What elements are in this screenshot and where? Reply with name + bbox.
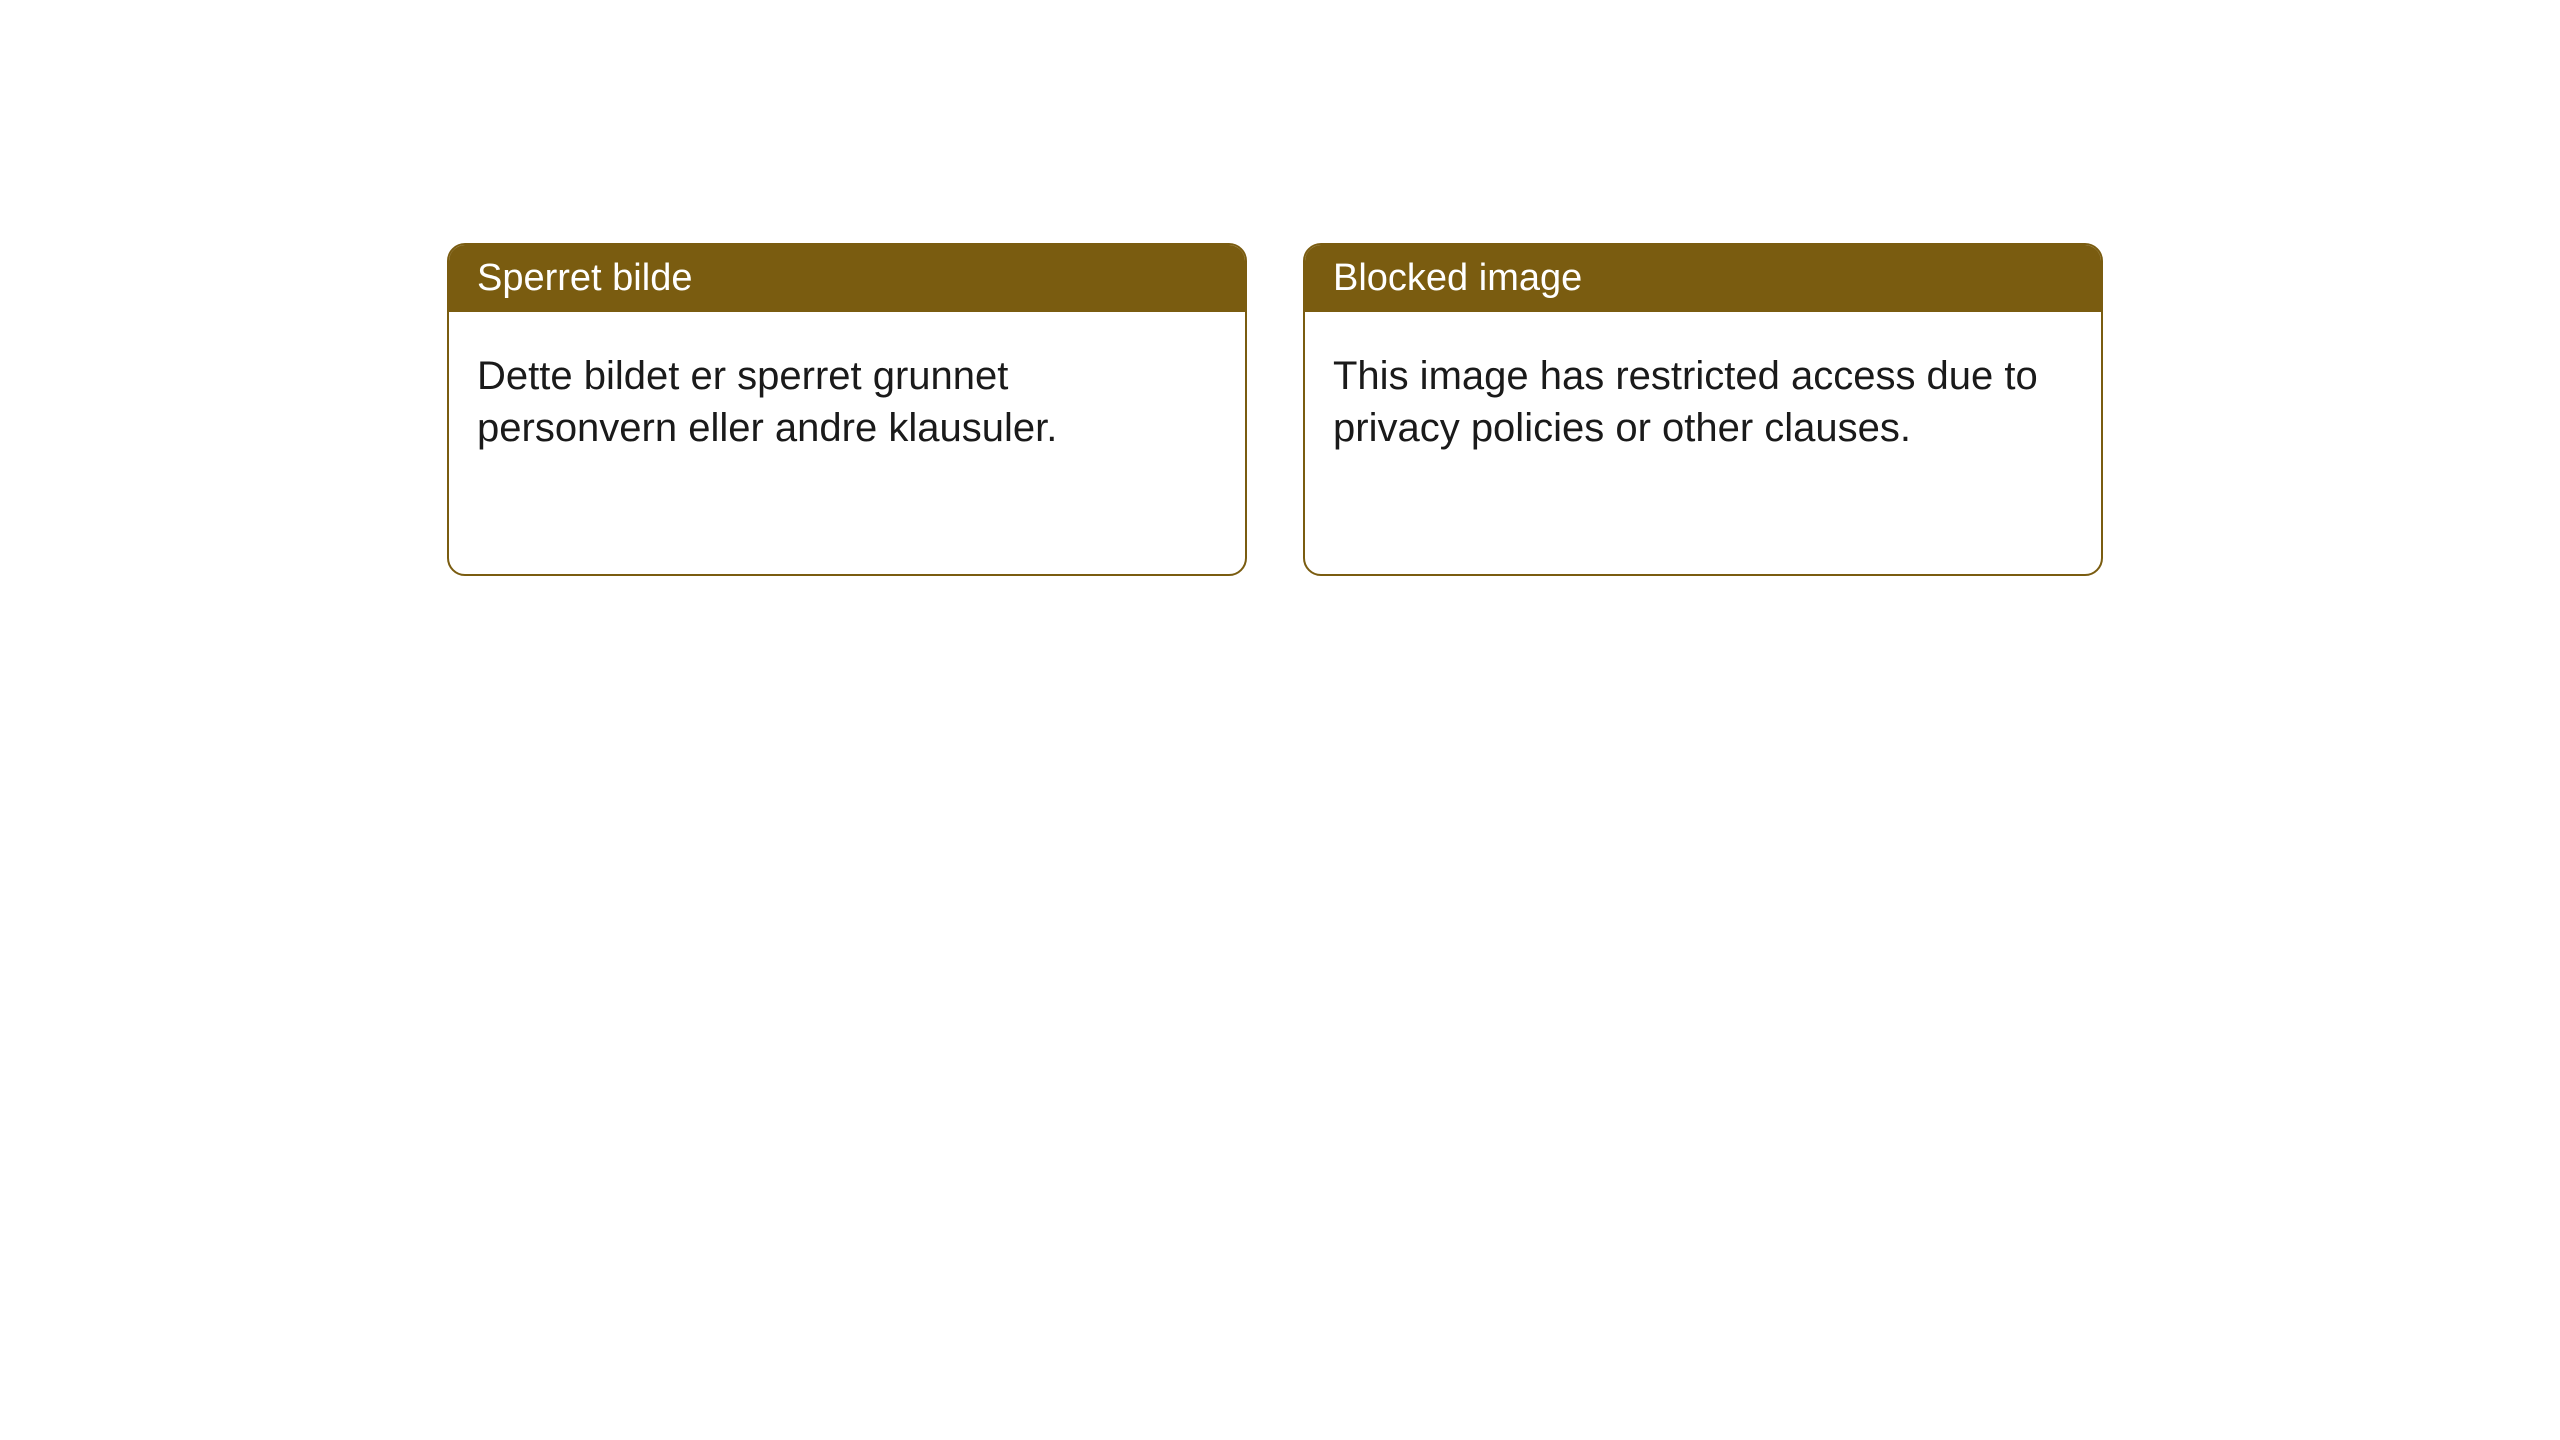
card-header: Sperret bilde [449,245,1245,312]
card-body: Dette bildet er sperret grunnet personve… [449,312,1245,492]
card-header: Blocked image [1305,245,2101,312]
card-body-text: This image has restricted access due to … [1333,354,2038,450]
blocked-image-card-no: Sperret bilde Dette bildet er sperret gr… [447,243,1247,576]
card-title: Blocked image [1333,257,1582,299]
card-title: Sperret bilde [477,257,692,299]
card-body-text: Dette bildet er sperret grunnet personve… [477,354,1057,450]
card-body: This image has restricted access due to … [1305,312,2101,492]
notice-container: Sperret bilde Dette bildet er sperret gr… [0,0,2560,576]
blocked-image-card-en: Blocked image This image has restricted … [1303,243,2103,576]
